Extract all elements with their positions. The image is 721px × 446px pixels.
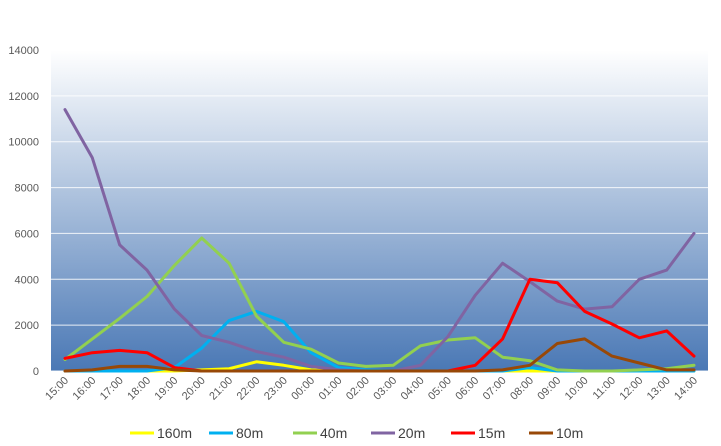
legend-label-80m: 80m — [236, 425, 263, 441]
x-tick-label: 12:00 — [617, 375, 645, 403]
series-line-10m — [63, 337, 696, 373]
y-tick-label: 2000 — [15, 320, 39, 332]
y-tick-label: 14000 — [8, 45, 39, 57]
x-tick-label: 07:00 — [481, 375, 509, 403]
x-tick-label: 04:00 — [399, 375, 427, 403]
x-tick-label: 17:00 — [98, 375, 126, 403]
x-tick-label: 23:00 — [262, 375, 290, 403]
legend-label-40m: 40m — [320, 425, 347, 441]
x-tick-label: 03:00 — [371, 375, 399, 403]
x-tick-label: 00:00 — [289, 375, 317, 403]
x-tick-label: 22:00 — [235, 375, 263, 403]
x-tick-label: 16:00 — [71, 375, 99, 403]
legend-label-20m: 20m — [398, 425, 425, 441]
series-line-40m — [63, 236, 696, 373]
x-tick-label: 08:00 — [508, 375, 536, 403]
legend-label-160m: 160m — [157, 425, 192, 441]
y-tick-label: 10000 — [8, 137, 39, 149]
x-tick-label: 09:00 — [535, 375, 563, 403]
y-tick-label: 12000 — [8, 91, 39, 103]
x-tick-label: 05:00 — [426, 375, 454, 403]
x-tick-label: 19:00 — [153, 375, 181, 403]
x-tick-label: 11:00 — [591, 375, 618, 402]
y-tick-label: 0 — [33, 366, 39, 378]
y-tick-label: 6000 — [15, 228, 39, 240]
legend-label-10m: 10m — [556, 425, 583, 441]
x-tick-label: 10:00 — [563, 375, 591, 403]
x-tick-label: 18:00 — [125, 375, 153, 403]
x-tick-label: 21:00 — [207, 375, 235, 403]
x-tick-label: 06:00 — [453, 375, 481, 403]
x-tick-label: 01:00 — [317, 375, 345, 403]
x-tick-label: 15:00 — [43, 375, 71, 403]
x-tick-label: 02:00 — [344, 375, 372, 403]
y-tick-label: 4000 — [15, 274, 39, 286]
y-tick-label: 8000 — [15, 183, 39, 195]
x-tick-label: 14:00 — [672, 375, 700, 403]
legend-label-15m: 15m — [478, 425, 505, 441]
x-tick-label: 20:00 — [180, 375, 208, 403]
x-tick-label: 13:00 — [645, 375, 673, 403]
